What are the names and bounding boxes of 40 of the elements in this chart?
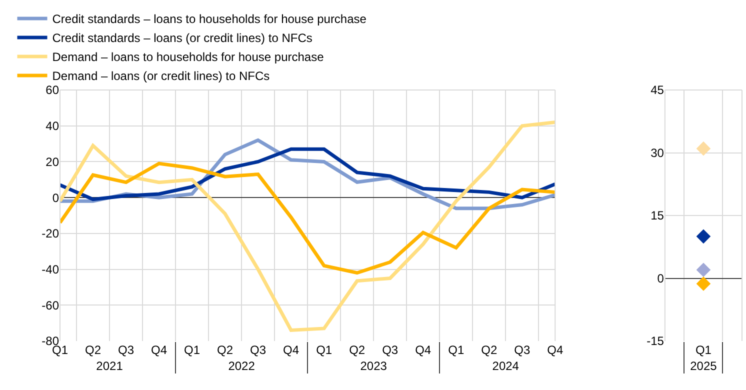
- x-tick-label: Q3: [118, 343, 134, 357]
- y-tick-label: 15: [650, 208, 664, 223]
- y-tick-label: 45: [650, 83, 664, 98]
- text: 2021: [96, 359, 124, 373]
- line-series: [60, 147, 556, 202]
- y-tick-label: -60: [42, 298, 60, 312]
- x-tick-label: Q1: [448, 343, 464, 357]
- y-tick-label: 40: [46, 119, 60, 134]
- x-tick-label: Q2: [349, 343, 366, 357]
- x-tick-label: Q1: [695, 343, 712, 357]
- x-tick-label: Q4: [283, 343, 300, 357]
- x-tick-label: Q3: [514, 343, 530, 357]
- y-tick-label: -15: [646, 334, 664, 348]
- legend-label: Demand – loans to households for house purchase: [52, 50, 324, 64]
- x-tick-label: Q2: [85, 343, 102, 357]
- x-tick-label: Q4: [151, 343, 168, 357]
- x-tick-label: Q2: [481, 343, 498, 357]
- legend-label: Credit standards – loans to households for house purchase: [52, 12, 367, 26]
- line-series: [60, 120, 556, 332]
- text: 2025: [690, 359, 718, 373]
- x-tick-label: Q4: [547, 343, 564, 357]
- x-tick-label: Q2: [217, 343, 234, 357]
- y-tick-label: 20: [46, 154, 60, 169]
- y-tick-label: 0: [52, 190, 60, 205]
- x-tick-label: Q4: [415, 343, 432, 357]
- x-tick-label: Q3: [250, 343, 266, 357]
- x-tick-label: Q1: [316, 343, 332, 357]
- legend-label: Credit standards – loans (or credit lines) to NFCs: [52, 31, 312, 46]
- text: 2024: [492, 359, 520, 373]
- legend-label: Demand – loans (or credit lines) to NFCs: [52, 69, 270, 84]
- y-tick-label: 0: [657, 271, 664, 286]
- y-tick-label: 60: [46, 83, 60, 98]
- line-series: [60, 162, 556, 275]
- y-tick-label: 30: [650, 146, 664, 160]
- y-tick-label: -40: [42, 262, 60, 276]
- y-tick-label: -20: [42, 226, 60, 241]
- text: 2023: [360, 359, 388, 373]
- text: 2022: [228, 359, 256, 373]
- x-tick-label: Q3: [382, 343, 398, 357]
- x-tick-label: Q1: [184, 343, 200, 357]
